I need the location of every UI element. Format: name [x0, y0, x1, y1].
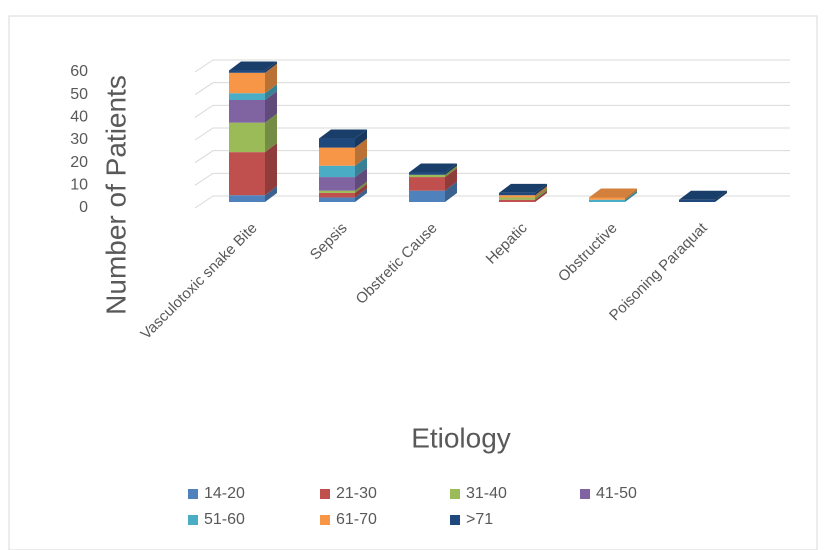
y-tick-label: 30	[70, 131, 88, 148]
bar-side	[355, 168, 367, 191]
legend-swatch	[580, 489, 590, 499]
bar-segment	[589, 197, 625, 200]
bar-side	[265, 61, 277, 73]
legend-label: >71	[466, 511, 493, 528]
bar-segment	[229, 122, 265, 153]
y-tick-label: 60	[70, 63, 88, 80]
bar-side	[625, 190, 637, 202]
bar-segment	[229, 93, 265, 100]
bar-side	[265, 91, 277, 123]
bar-segment	[499, 197, 535, 200]
bar-segment	[319, 138, 355, 148]
grid-line	[194, 59, 790, 73]
bar-top	[409, 163, 457, 173]
grid-line	[194, 82, 790, 96]
grid-line	[194, 104, 790, 118]
legend-label: 21-30	[336, 485, 377, 502]
bar-segment	[409, 172, 445, 175]
bar-side	[445, 163, 457, 175]
bar-segment	[229, 100, 265, 123]
bar-segment	[319, 147, 355, 166]
bar-top	[589, 188, 637, 198]
legend-swatch	[320, 515, 330, 525]
bar-top	[319, 129, 367, 139]
bar-segment	[229, 152, 265, 196]
legend-label: 51-60	[204, 511, 245, 528]
bar-side	[625, 188, 637, 200]
y-tick-label: 0	[79, 199, 88, 216]
bar-side	[265, 113, 277, 153]
bar-top	[679, 190, 727, 200]
legend-swatch	[450, 515, 460, 525]
bar-side	[715, 190, 727, 202]
y-tick-label: 40	[70, 109, 88, 126]
y-axis-title: Number of Patients	[100, 75, 131, 315]
bar-segment	[319, 192, 355, 198]
bar-side	[355, 138, 367, 166]
bar-side	[355, 188, 367, 202]
bar-segment	[319, 177, 355, 191]
bar-side	[535, 186, 547, 198]
legend-swatch	[188, 489, 198, 499]
bar-side	[535, 190, 547, 202]
bar-segment	[499, 199, 535, 202]
y-tick-label: 10	[70, 177, 88, 194]
bar-segment	[229, 70, 265, 73]
legend-label: 61-70	[336, 511, 377, 528]
bar-segment	[589, 199, 625, 202]
bar-side	[265, 143, 277, 196]
legend-swatch	[188, 515, 198, 525]
bar-segment	[499, 195, 535, 198]
x-axis-title: Etiology	[411, 422, 511, 453]
bar-side	[535, 188, 547, 200]
bar-side	[355, 129, 367, 148]
bar-segment	[409, 174, 445, 178]
bar-side	[535, 183, 547, 196]
bar-segment	[409, 190, 445, 202]
bar-side	[265, 186, 277, 202]
bar-side	[445, 181, 457, 202]
legend-label: 31-40	[466, 485, 507, 502]
bar-side	[355, 181, 367, 193]
bar-segment	[229, 195, 265, 202]
grid-line	[194, 172, 790, 186]
bar-top	[229, 61, 277, 71]
legend-label: 14-20	[204, 485, 245, 502]
y-tick-label: 20	[70, 154, 88, 171]
bar-segment	[499, 192, 535, 196]
bar-side	[265, 63, 277, 94]
bar-segment	[319, 197, 355, 202]
y-tick-label: 50	[70, 86, 88, 103]
bar-side	[355, 183, 367, 198]
legend-swatch	[320, 489, 330, 499]
bar-side	[355, 156, 367, 178]
bar-segment	[319, 190, 355, 193]
bar-segment	[229, 72, 265, 94]
grid-line	[194, 150, 790, 164]
bar-top	[499, 183, 547, 193]
bar-segment	[409, 177, 445, 191]
bar-side	[445, 165, 457, 178]
legend-swatch	[450, 489, 460, 499]
grid-line	[194, 127, 790, 141]
bar-side	[265, 84, 277, 100]
bar-segment	[679, 199, 715, 202]
legend-label: 41-50	[596, 485, 637, 502]
bar-side	[445, 168, 457, 191]
bar-segment	[319, 165, 355, 178]
